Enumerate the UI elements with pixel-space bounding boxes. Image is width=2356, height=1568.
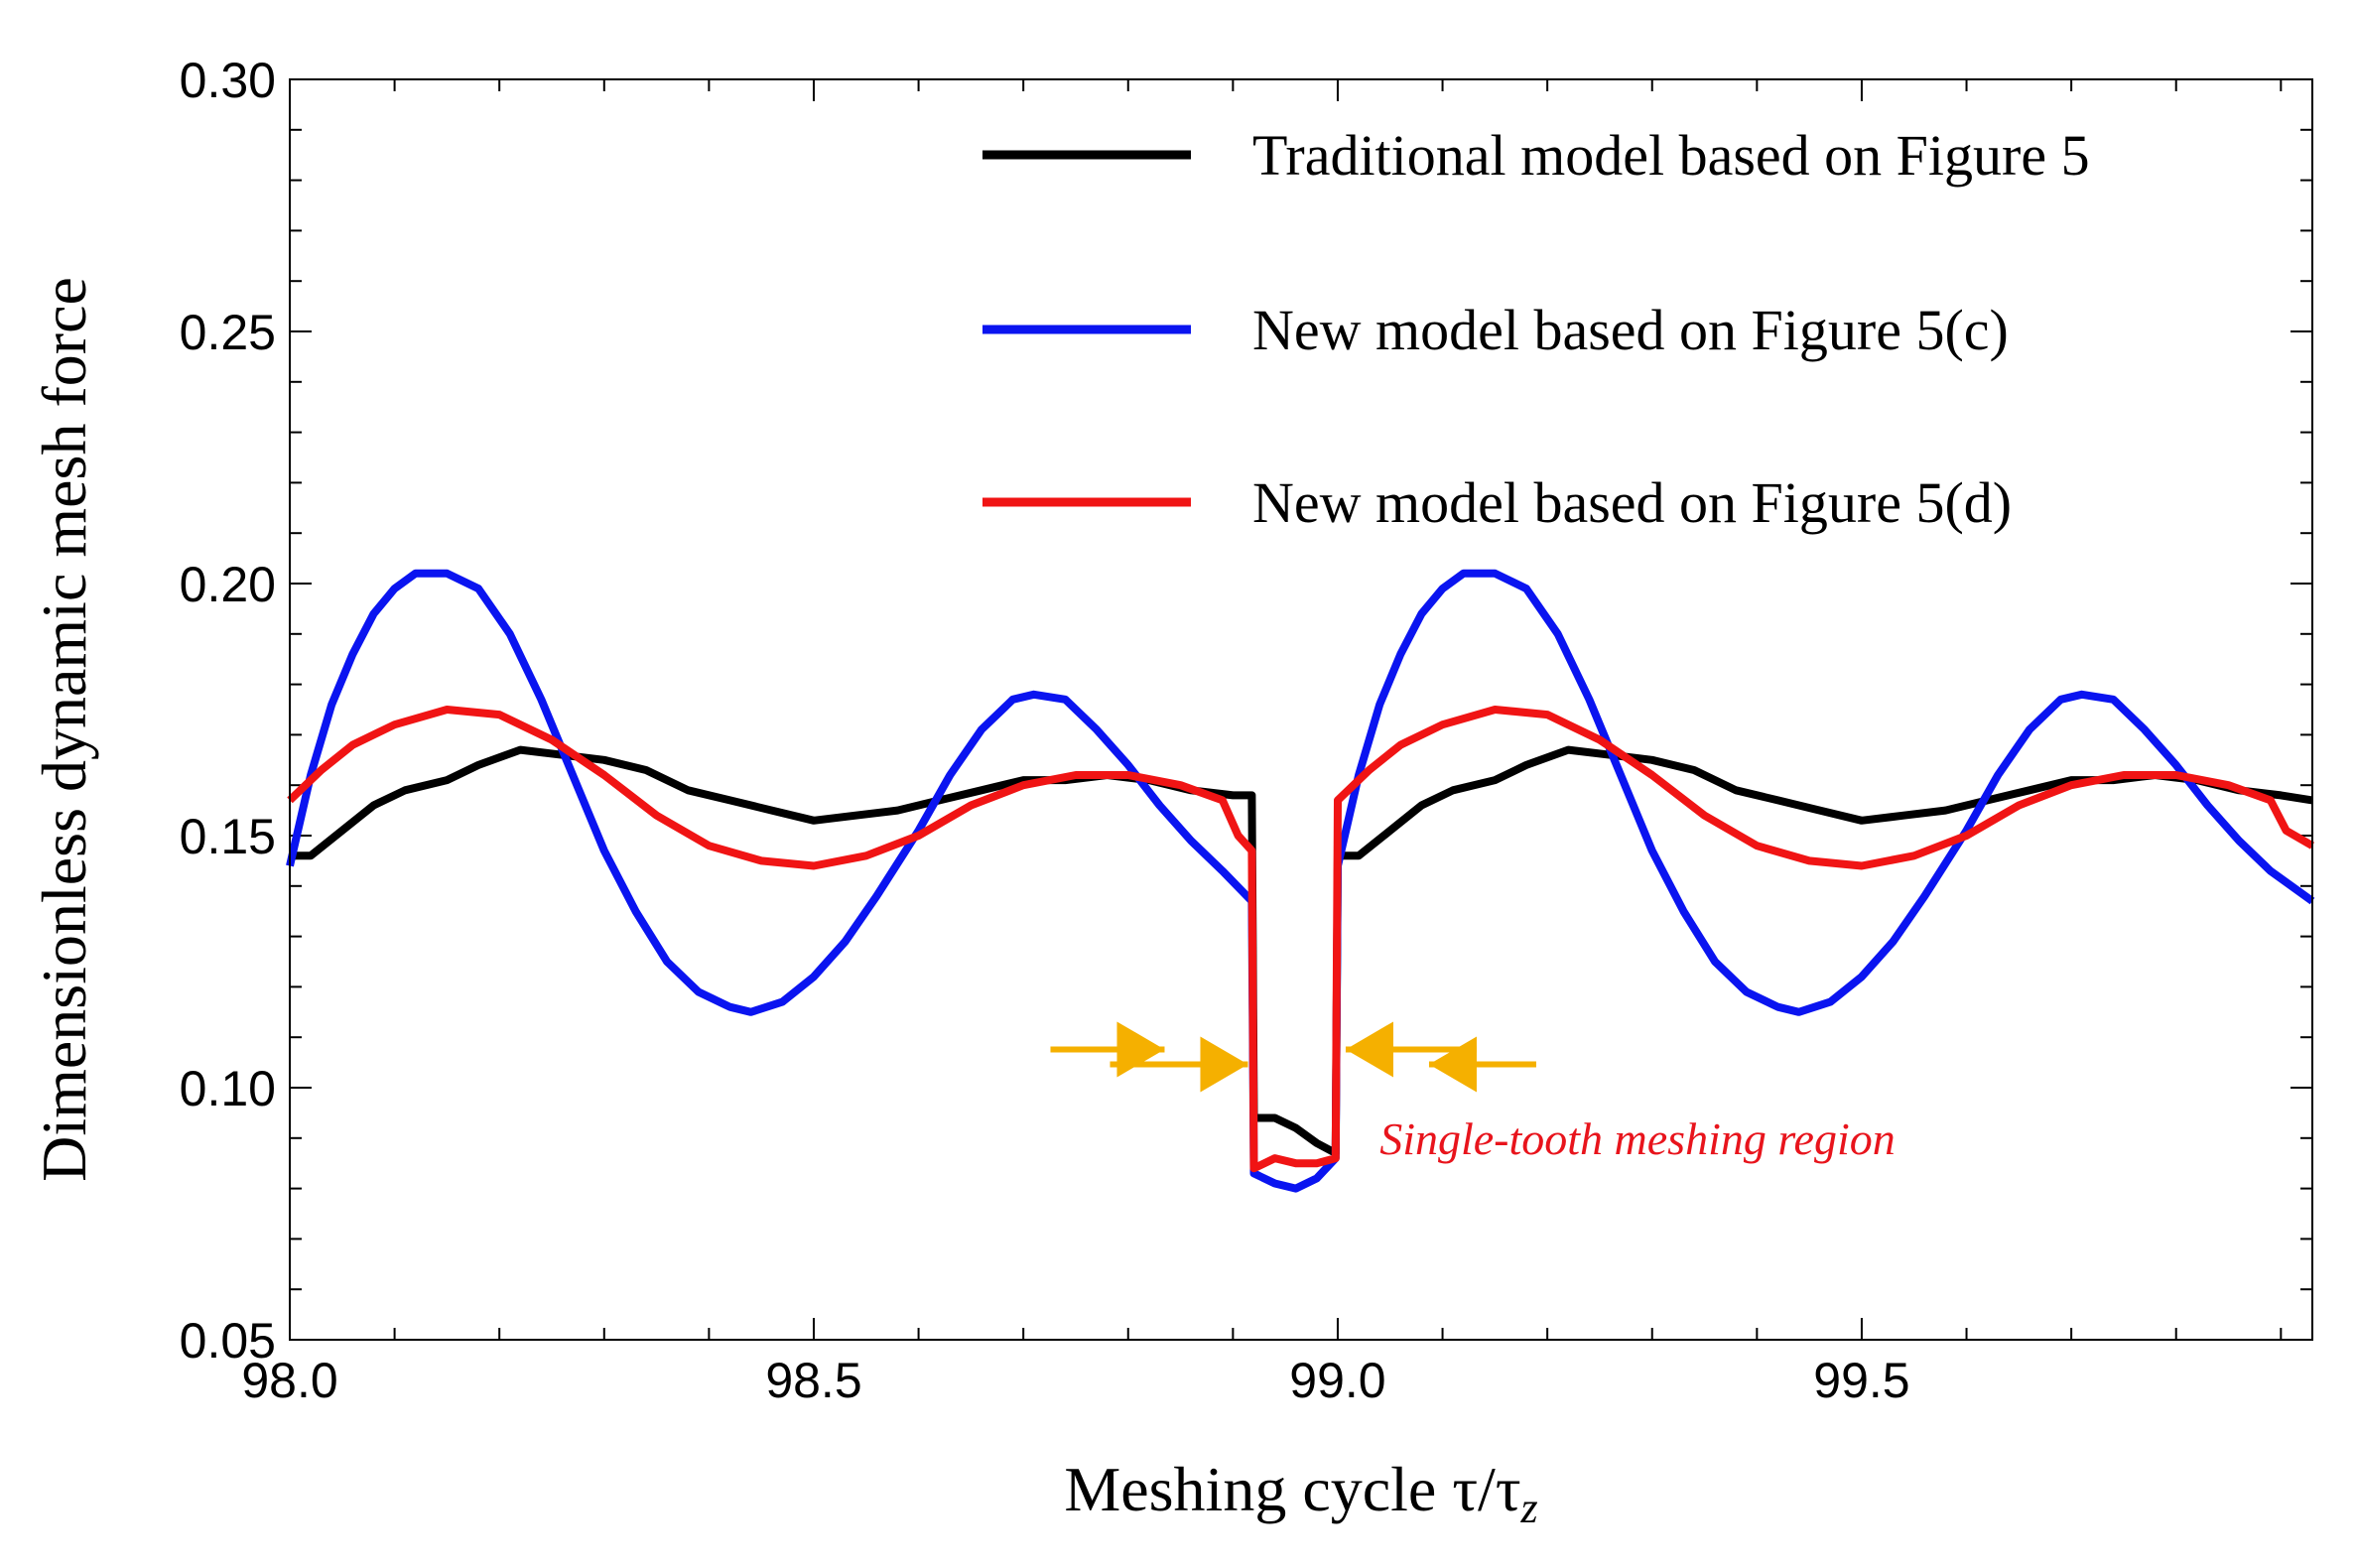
y-tick-label: 0.25	[180, 305, 276, 360]
annotation-arrowhead	[1345, 1021, 1393, 1078]
series-line-new-model-based-on-figure-5-c	[286, 569, 2315, 1193]
y-tick-label: 0.30	[180, 53, 276, 108]
x-tick-label: 98.5	[765, 1353, 861, 1408]
x-tick-label: 99.5	[1813, 1353, 1909, 1408]
annotation-arrowhead	[1200, 1036, 1248, 1093]
legend-label: New model based on Figure 5(c)	[1252, 298, 2009, 362]
y-tick-label: 0.20	[180, 557, 276, 612]
legend-label: New model based on Figure 5(d)	[1252, 470, 2012, 535]
tick-labels: 98.0 98.5 99.0 99.5 0.05 0.10 0.15 0.20 0.25 0.30	[180, 53, 1910, 1408]
annotation-arrows	[1050, 1021, 1536, 1093]
series-line-new-model-based-on-figure-5-d	[287, 706, 2315, 1173]
y-axis-title: Dimensionless dynamic mesh force	[29, 277, 99, 1182]
x-axis-title-main: Meshing cycle τ/τ	[1064, 1454, 1520, 1524]
legend-label: Traditional model based on Figure 5	[1252, 123, 2090, 188]
x-tick-label: 99.0	[1289, 1353, 1385, 1408]
series-lines	[286, 569, 2315, 1193]
y-tick-label: 0.05	[180, 1313, 276, 1369]
y-tick-label: 0.10	[180, 1061, 276, 1116]
x-axis-title-subscript: z	[1520, 1484, 1538, 1532]
x-axis-title: Meshing cycle τ/τz	[1064, 1454, 1537, 1532]
annotation-single-tooth-region: Single-tooth meshing region	[1379, 1113, 1896, 1164]
plot-frame	[289, 78, 2313, 1341]
y-tick-label: 0.15	[180, 809, 276, 864]
legend: Traditional model based on Figure 5 New m…	[982, 123, 2090, 535]
series-line-traditional-model-based-on-figure-5	[290, 745, 2313, 1157]
x-tick-label: 98.0	[241, 1353, 337, 1408]
